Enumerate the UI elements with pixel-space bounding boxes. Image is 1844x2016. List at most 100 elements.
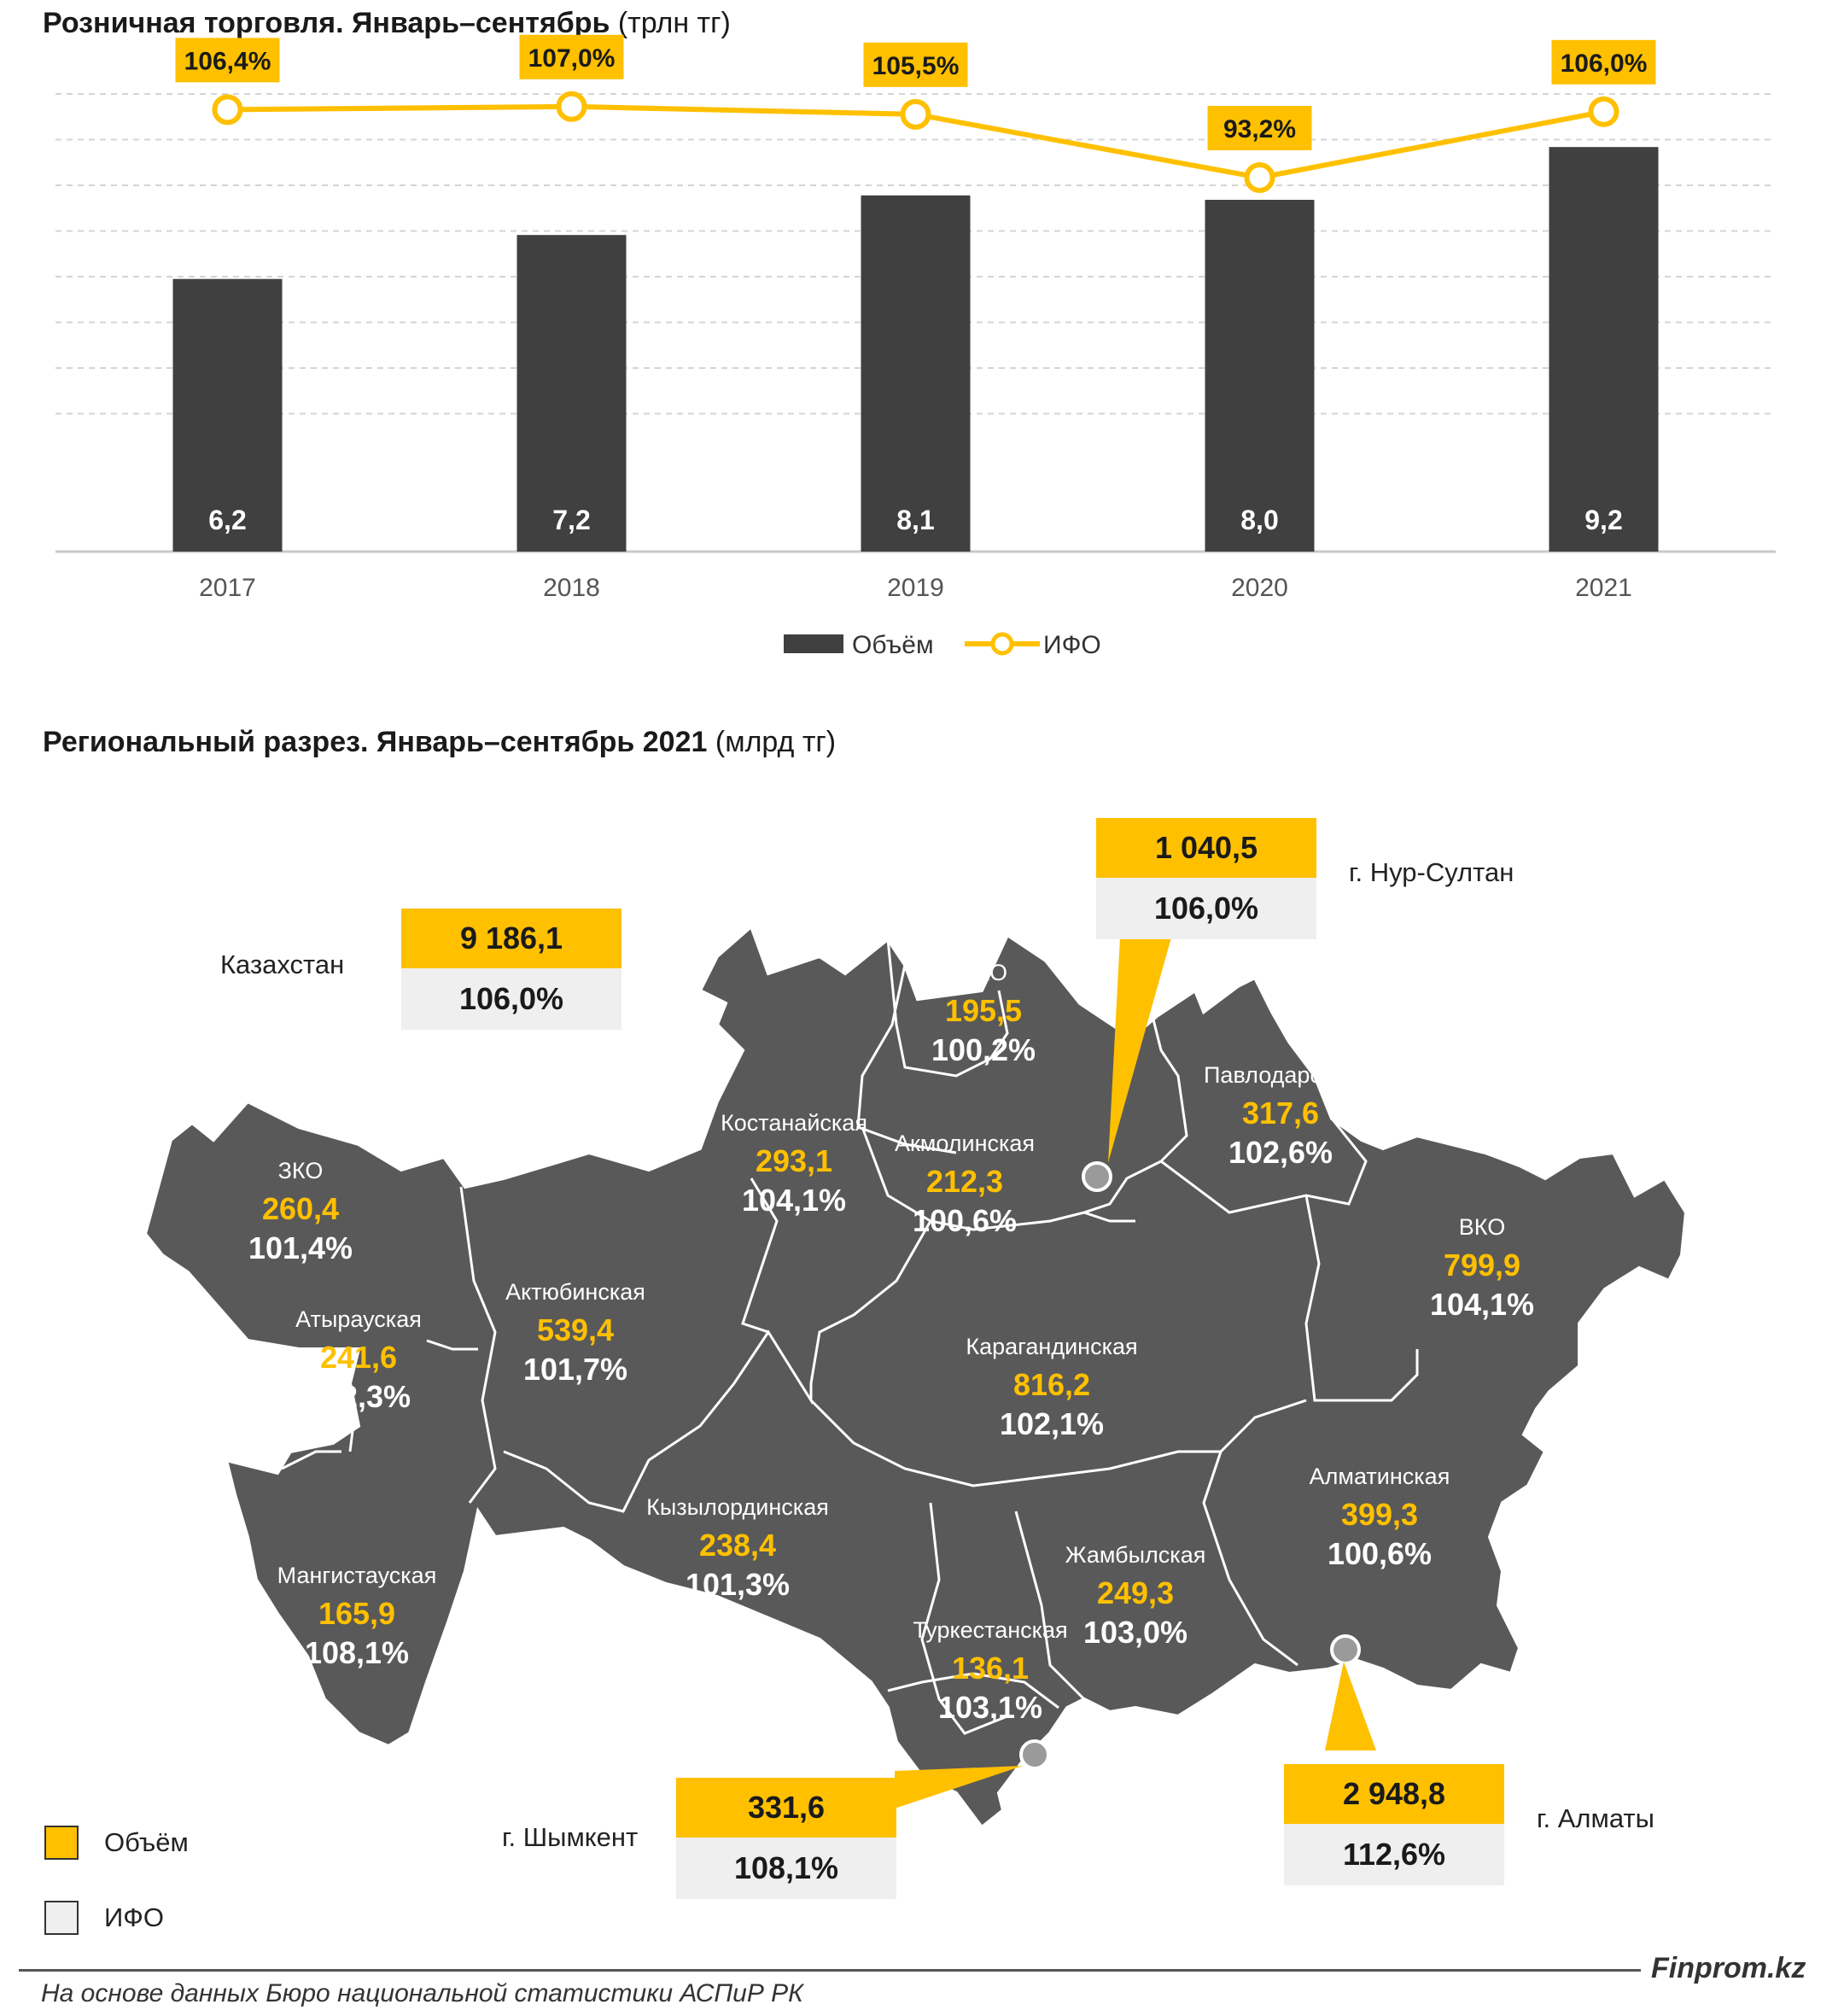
region-name: Туркестанская	[913, 1617, 1067, 1643]
region-ifo: 103,0%	[1083, 1615, 1188, 1650]
ifo-point	[212, 94, 243, 126]
region-name: ВКО	[1459, 1214, 1505, 1240]
region-ifo: 103,1%	[938, 1690, 1042, 1725]
footer-source: На основе данных Бюро национальной стати…	[41, 1979, 803, 2007]
x-tick-label: 2020	[1231, 574, 1288, 602]
kazakhstan-label: Казахстан	[220, 950, 345, 979]
almaty-volume: 2 948,8	[1284, 1764, 1504, 1824]
ifo-value-label: 106,4%	[184, 47, 271, 75]
bar-value-label: 8,1	[896, 505, 934, 535]
ifo-value-label: 106,0%	[1561, 50, 1648, 78]
region-volume: 539,4	[537, 1312, 614, 1347]
legend-bar-swatch	[784, 634, 843, 653]
region-volume: 241,6	[320, 1340, 397, 1375]
region-volume: 799,9	[1444, 1248, 1520, 1283]
retail-chart: 6,2 2017 7,2 2018 8,1 2019 8,0 2020 9,2 2021 106,4…	[55, 34, 1776, 659]
region-volume: 293,1	[756, 1143, 832, 1178]
ifo-value-label: 105,5%	[872, 52, 960, 80]
legend-volume-label: Объём	[104, 1827, 189, 1857]
region-ifo: 104,1%	[1430, 1287, 1534, 1322]
region-borders	[281, 938, 1419, 1735]
region-ifo: 100,6%	[1328, 1536, 1432, 1571]
nur-sultan-label: г. Нур-Султан	[1349, 857, 1514, 887]
ifo-point	[900, 98, 931, 130]
x-tick-label: 2019	[887, 574, 944, 602]
bar-2019	[861, 195, 971, 552]
almaty-pointer	[1325, 1662, 1376, 1750]
almaty-label: г. Алматы	[1537, 1803, 1654, 1833]
ifo-point	[1244, 162, 1275, 194]
bar-2017	[172, 278, 283, 552]
region-name: Павлодарская	[1204, 1062, 1357, 1088]
region-ifo: 102,6%	[1228, 1135, 1333, 1170]
region-ifo: 104,1%	[742, 1183, 846, 1218]
region-volume: 165,9	[318, 1596, 395, 1631]
nur-sultan-callout: 1 040,5 106,0%	[1096, 818, 1316, 939]
region-ifo: 101,4%	[248, 1230, 353, 1265]
region-volume: 260,4	[262, 1191, 339, 1226]
almaty-callout: 2 948,8 112,6%	[1284, 1764, 1504, 1885]
region-name: Жамбылская	[1065, 1542, 1206, 1568]
footer-divider	[19, 1969, 1641, 1972]
bar-value-label: 8,0	[1240, 505, 1278, 535]
brand-logo: Finprom.kz	[1651, 1952, 1806, 1984]
map-shape	[143, 923, 1689, 1830]
ifo-point	[556, 91, 587, 122]
shymkent-pointer	[895, 1766, 1023, 1809]
ifo-value-label: 107,0%	[528, 44, 616, 73]
region-volume: 816,2	[1013, 1367, 1090, 1402]
map-title: Региональный разрез. Январь–сентябрь 202…	[43, 726, 837, 758]
region-volume: 195,5	[945, 993, 1022, 1028]
legend-line-label: ИФО	[1043, 631, 1101, 659]
region-volume: 238,4	[699, 1528, 776, 1563]
region-name: Алматинская	[1310, 1464, 1450, 1489]
ifo-label-box	[863, 42, 968, 87]
bar-2018	[516, 235, 627, 552]
region-name: Костанайская	[721, 1110, 867, 1136]
x-tick-label: 2017	[199, 574, 256, 602]
region-name: Карагандинская	[966, 1334, 1137, 1359]
region-name: Атырауская	[295, 1306, 422, 1332]
x-tick-label: 2021	[1575, 574, 1632, 602]
bar-value-label: 9,2	[1584, 505, 1622, 535]
x-tick-label: 2018	[543, 574, 600, 602]
legend-ifo-label: ИФО	[104, 1902, 164, 1932]
region-name: Актюбинская	[505, 1279, 645, 1305]
region-name: Мангистауская	[277, 1563, 437, 1588]
shymkent-volume: 331,6	[676, 1778, 896, 1838]
kazakhstan-ifo: 106,0%	[401, 968, 621, 1030]
legend-volume-swatch	[44, 1826, 79, 1860]
legend-bar-label: Объём	[852, 631, 934, 659]
nur-sultan-marker	[1082, 1161, 1112, 1192]
region-volume: 136,1	[952, 1651, 1029, 1686]
bar-value-label: 6,2	[208, 505, 246, 535]
almaty-marker	[1330, 1634, 1361, 1665]
chart-title: Розничная торговля. Январь–сентябрь (трл…	[43, 7, 731, 39]
nur-sultan-ifo: 106,0%	[1096, 878, 1316, 939]
ifo-point	[1588, 96, 1619, 127]
region-ifo: 100,6%	[913, 1203, 1017, 1238]
ifo-label-box	[175, 38, 280, 83]
kazakhstan-callout: 9 186,1 106,0%	[401, 909, 621, 1030]
bar-2020	[1205, 200, 1315, 552]
region-ifo: 102,1%	[1000, 1406, 1104, 1441]
region-volume: 399,3	[1341, 1497, 1418, 1532]
ifo-label-box	[1207, 106, 1312, 151]
ifo-label-box	[519, 34, 624, 79]
nur-sultan-pointer	[1108, 938, 1171, 1163]
shymkent-ifo: 108,1%	[676, 1838, 896, 1899]
region-ifo: 102,3%	[306, 1379, 411, 1414]
region-name: Акмолинская	[895, 1131, 1035, 1156]
ifo-label-box	[1551, 39, 1656, 85]
legend-ifo-swatch	[44, 1901, 79, 1935]
ifo-value-label: 93,2%	[1223, 115, 1296, 143]
shymkent-callout: 331,6 108,1%	[676, 1778, 896, 1899]
region-name: Кызылординская	[646, 1494, 829, 1520]
region-ifo: 101,3%	[686, 1567, 790, 1602]
bar-value-label: 7,2	[552, 505, 590, 535]
shymkent-marker	[1019, 1739, 1050, 1770]
shymkent-label: г. Шымкент	[502, 1822, 639, 1852]
region-volume: 249,3	[1097, 1575, 1174, 1610]
region-volume: 212,3	[926, 1164, 1003, 1199]
almaty-ifo: 112,6%	[1284, 1824, 1504, 1885]
